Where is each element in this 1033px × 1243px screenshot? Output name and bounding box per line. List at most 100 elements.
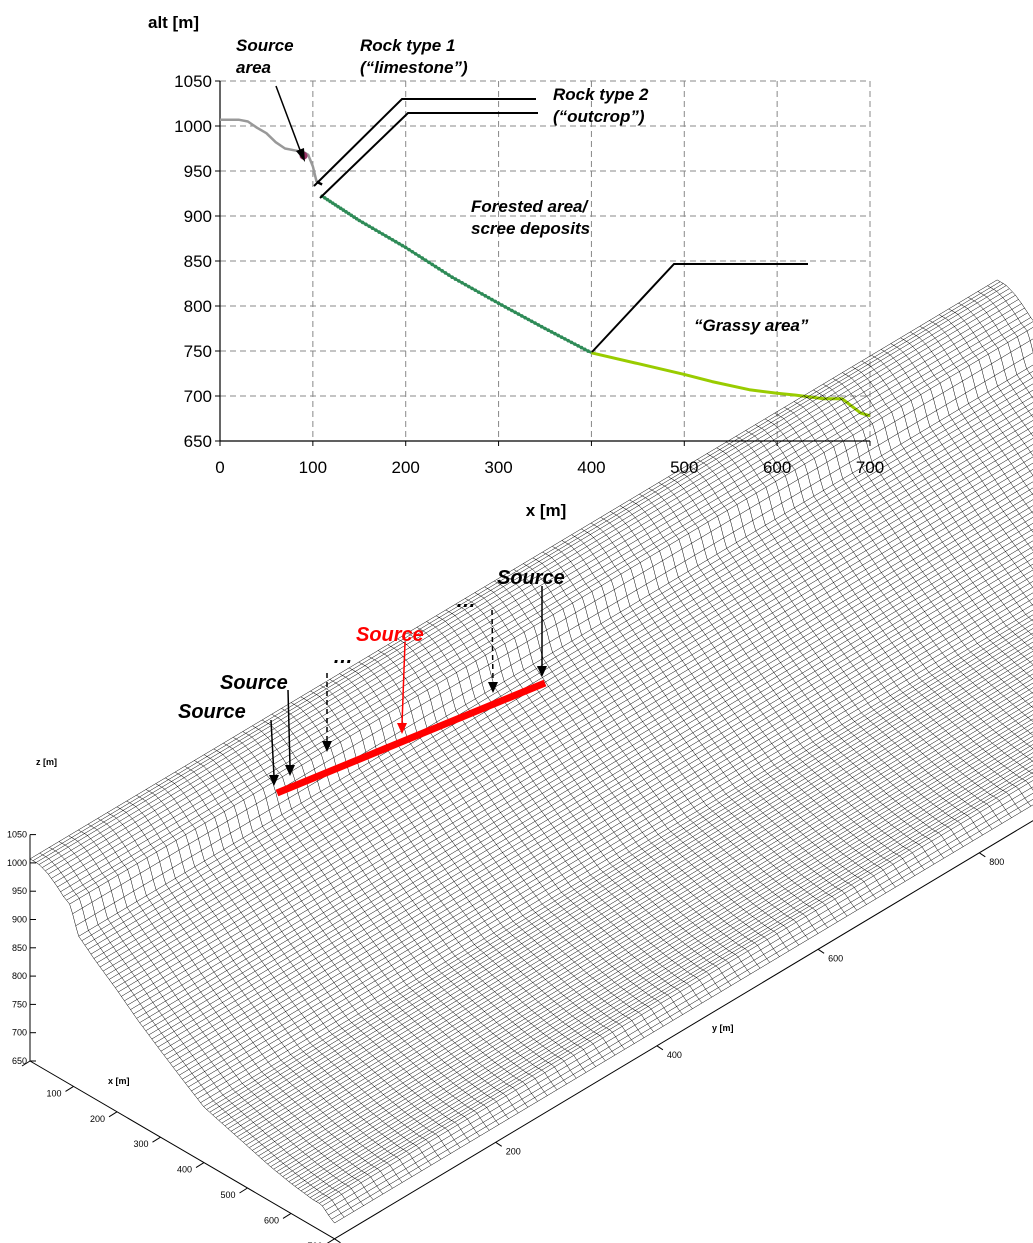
profile-series-marker: [473, 288, 478, 293]
profile-grid: [220, 80, 871, 441]
profile-series-marker: [403, 245, 408, 250]
profile-series-marker: [420, 256, 425, 260]
profile-series-marker: [364, 222, 368, 227]
profile-series-marker: [380, 232, 385, 236]
annotation-rock-type-2-line-1: (“outcrop”): [553, 107, 645, 126]
dots-arrow-1-head: [322, 741, 332, 752]
y-tick-label-650: 650: [184, 432, 212, 451]
x-tick-label-700: 700: [856, 458, 884, 477]
profile-series-marker: [549, 330, 554, 334]
profile-series-marker: [460, 280, 464, 285]
profile-series-marker: [437, 266, 441, 271]
profile-series-marker: [456, 279, 461, 283]
x-tick-label-500: 500: [220, 1190, 235, 1200]
profile-series-marker: [576, 344, 580, 348]
dots-arrow-2-line: [491, 609, 494, 684]
x-tick-label-700: 700: [307, 1241, 322, 1243]
z-tick-label-900: 900: [12, 915, 27, 925]
y-tick-label-950: 950: [184, 162, 212, 181]
profile-series-marker: [393, 239, 398, 244]
x-tick-label-100: 100: [46, 1088, 61, 1098]
profile-series-marker: [377, 230, 381, 234]
profile-series-marker: [496, 301, 501, 306]
y-tick-0: [334, 1238, 341, 1243]
profile-series-marker: [493, 299, 498, 304]
profile-series-marker: [453, 277, 458, 281]
profile-series-marker: [513, 310, 517, 315]
annotation-forested-area-line-1: scree deposits: [471, 219, 590, 238]
x-tick-600: [282, 1212, 292, 1219]
y-tick-label-700: 700: [184, 387, 212, 406]
surface-mesh-lines-y: [29, 279, 1033, 1224]
surface-chart: 6507007508008509009501000105010020030040…: [7, 279, 1033, 1243]
source-area-arrow-line: [275, 85, 301, 151]
profile-chart: 650 700 750 800 850 900 950 1000 1050 0 100 200 300 4…: [148, 13, 884, 520]
profile-series-marker: [486, 295, 491, 300]
profile-series-marker: [500, 303, 504, 307]
x-tick-label-200: 200: [392, 458, 420, 477]
profile-annotations: Source area Rock type 1 (“limestone”) Rock t…: [236, 36, 809, 353]
leader-grassy-area: [591, 263, 808, 353]
profile-series-marker: [397, 241, 401, 246]
profile-series-marker: [390, 237, 395, 242]
profile-series-marker: [336, 204, 340, 209]
profile-series-marker: [466, 284, 471, 289]
x-tick-700: [326, 1238, 335, 1243]
dots-arrow-2-head: [488, 682, 498, 693]
profile-series-marker: [346, 211, 351, 216]
x-tick-300: [152, 1136, 161, 1143]
annotation-rock-type-1-line-0: Rock type 1: [360, 36, 455, 55]
profile-x-axis-label: x [m]: [526, 501, 567, 520]
profile-series-marker: [367, 224, 372, 229]
profile-series-marker: [410, 249, 415, 254]
profile-series-marker: [330, 201, 335, 205]
profile-series-marker: [349, 213, 354, 218]
x-tick-400: [195, 1162, 205, 1169]
profile-series-marker: [417, 254, 421, 258]
profile-series-marker: [357, 218, 362, 223]
source-label-red: Source: [356, 624, 424, 646]
profile-series-marker: [447, 273, 451, 277]
source-label-3: Source: [497, 567, 565, 589]
profile-series-marker: [546, 328, 551, 333]
x-tick-label-0: 0: [215, 458, 224, 477]
profile-series-marker: [556, 333, 561, 338]
x-tick-0: [21, 1060, 31, 1067]
y-tick-label-900: 900: [184, 207, 212, 226]
profile-series-marker: [387, 236, 391, 240]
surface-y-axis-label: y [m]: [712, 1023, 734, 1033]
profile-series-line-3: [591, 351, 871, 418]
profile-series-marker: [400, 243, 405, 248]
profile-series-marker: [559, 335, 564, 339]
ellipsis-label-2: …: [456, 590, 476, 612]
y-tick-800: [979, 852, 986, 858]
x-tick-label-300: 300: [484, 458, 512, 477]
profile-series-marker: [566, 338, 571, 343]
profile-series-marker: [523, 315, 527, 320]
profile-series-marker: [413, 252, 418, 256]
leader-rock-type-2: [319, 112, 538, 199]
y-tick-400: [656, 1045, 664, 1051]
source-label-2: Source: [220, 672, 288, 694]
surface-mesh: [29, 279, 1033, 1224]
x-tick-100: [65, 1085, 74, 1092]
surface-x-axis-label: x [m]: [108, 1076, 130, 1086]
profile-series-marker: [516, 312, 521, 316]
z-tick-label-850: 850: [12, 943, 27, 953]
surface-z-axis-label: z [m]: [36, 757, 57, 767]
profile-series-marker: [553, 331, 557, 336]
profile-series-marker: [539, 324, 544, 329]
profile-series-marker: [573, 342, 577, 346]
surface-axes: [21, 820, 1033, 1243]
source-arrow-red-head: [397, 723, 407, 734]
profile-series-marker: [433, 264, 438, 269]
profile-series-marker: [354, 216, 359, 221]
y-tick-label-850: 850: [184, 252, 212, 271]
profile-series-marker: [360, 220, 365, 225]
profile-series-marker: [440, 269, 444, 273]
profile-series-marker: [510, 308, 514, 313]
y-tick-label-1000: 1000: [174, 117, 212, 136]
z-tick-label-750: 750: [12, 999, 27, 1009]
y-tick-200: [495, 1141, 502, 1147]
